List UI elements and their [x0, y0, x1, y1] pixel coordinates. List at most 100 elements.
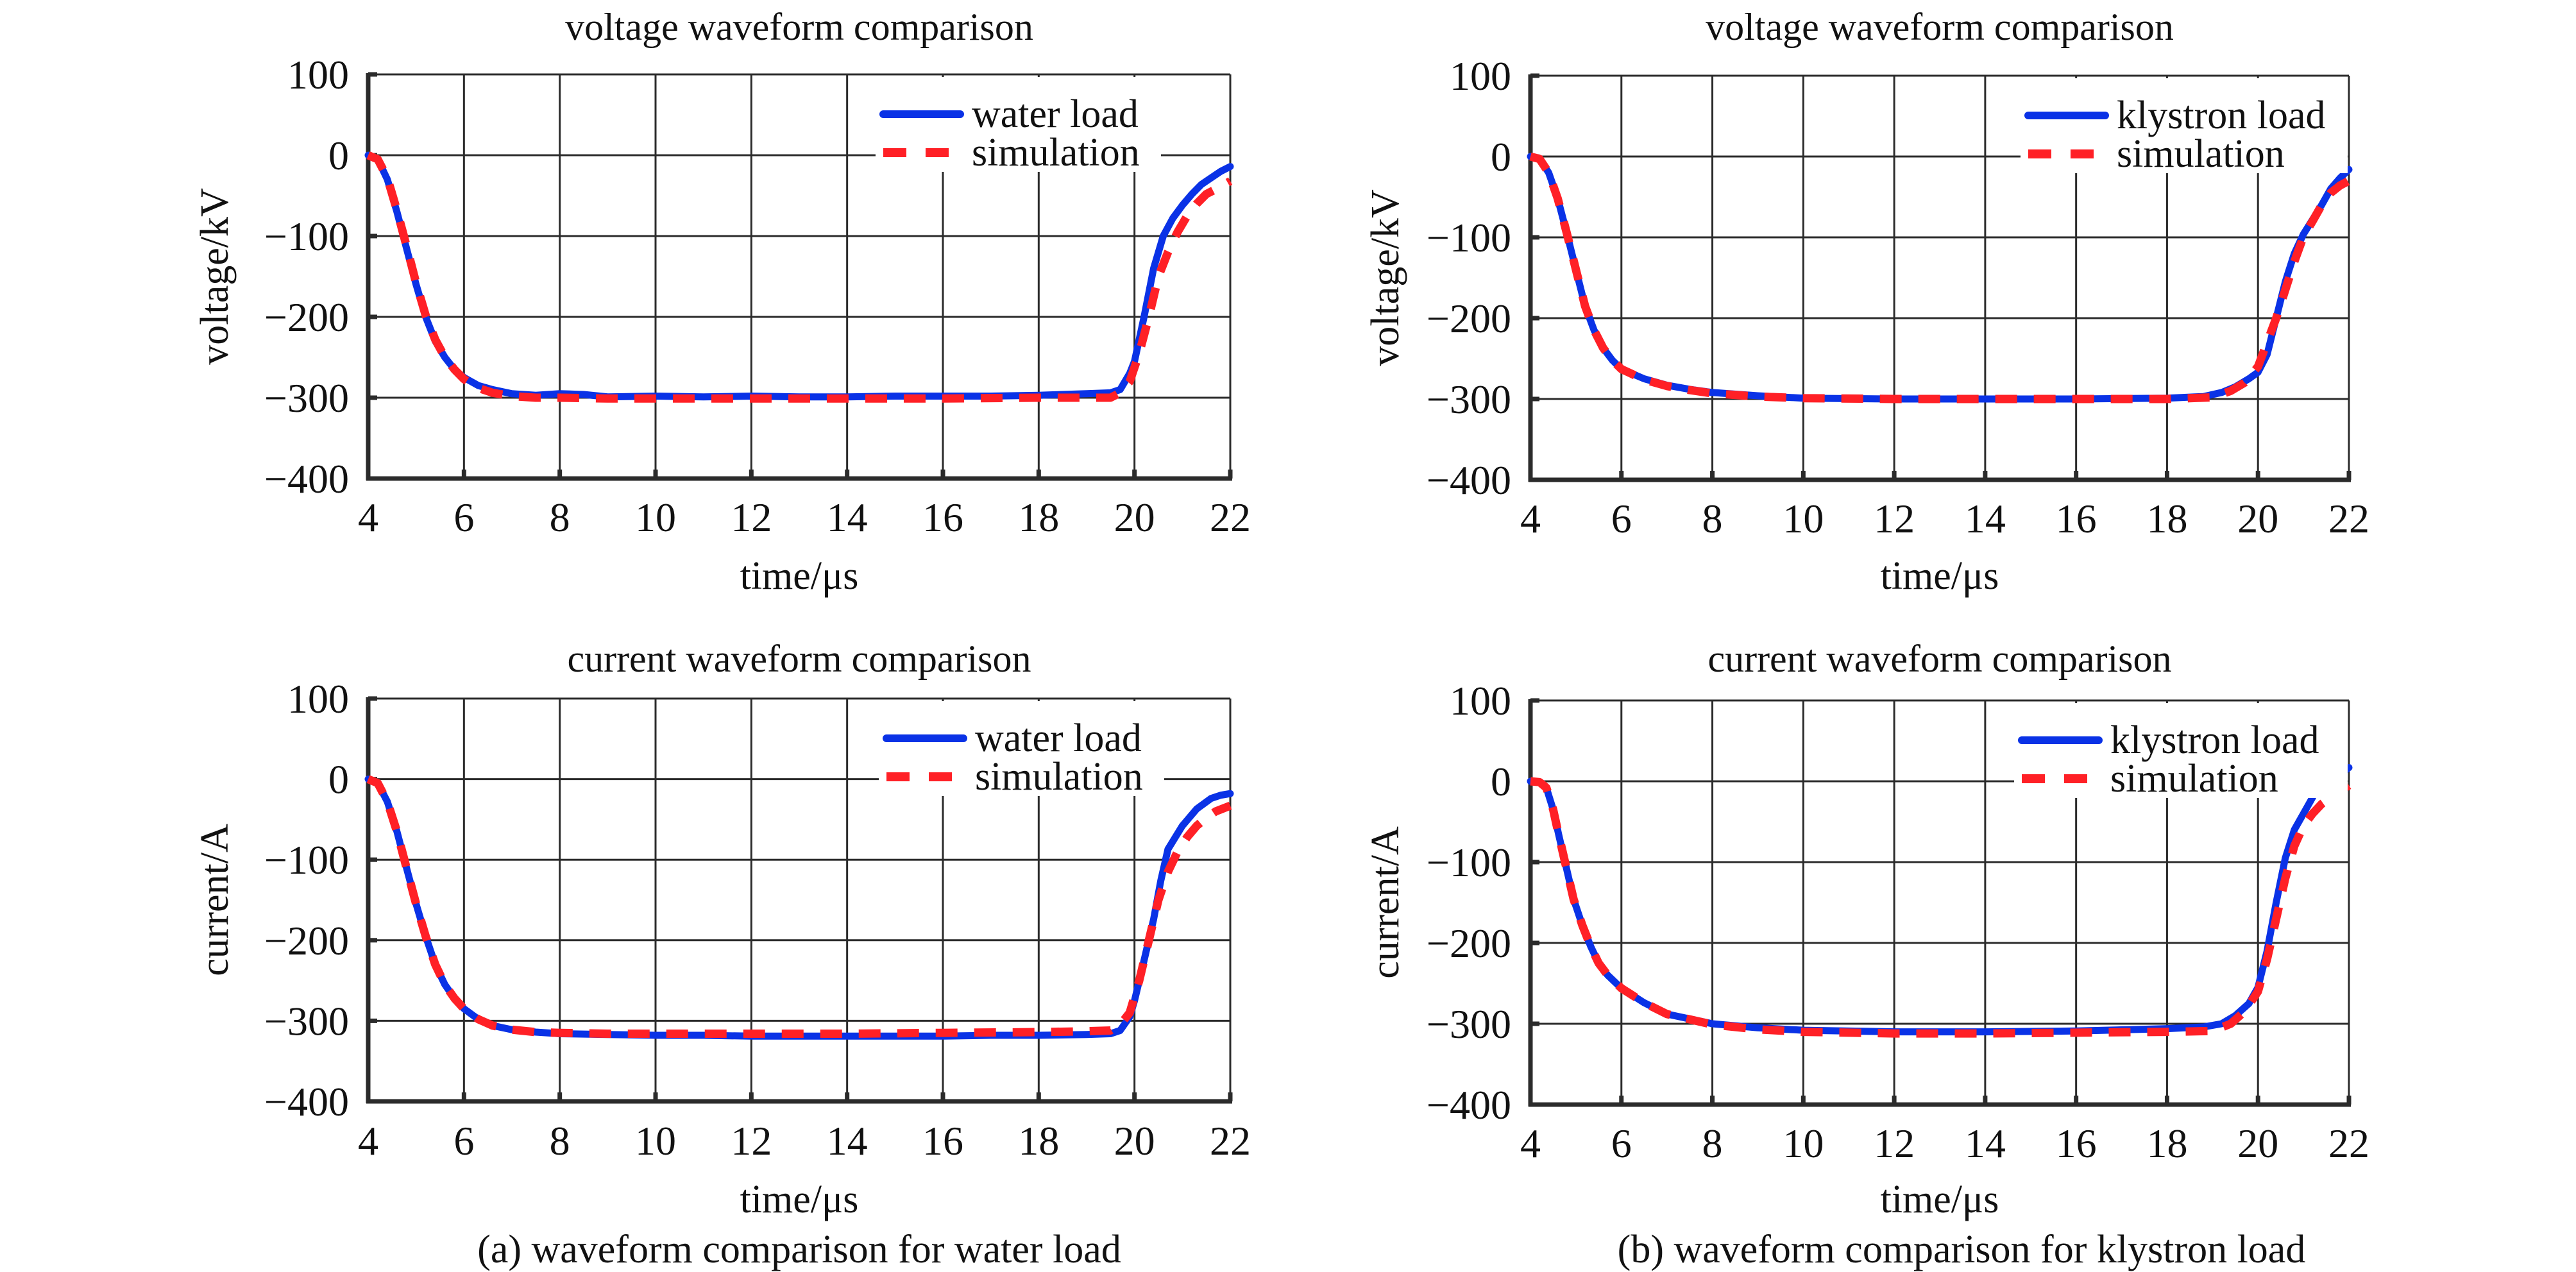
y-tick-label: −300: [264, 998, 349, 1044]
x-tick-label: 22: [2328, 1121, 2369, 1166]
x-tick-label: 12: [731, 1118, 772, 1164]
x-tick-label: 10: [635, 1118, 676, 1164]
x-tick-label: 18: [2146, 1121, 2187, 1166]
x-tick-label: 4: [1520, 496, 1541, 541]
series-line-simulation: [1529, 152, 2351, 403]
y-axis-label: voltage/kV: [1364, 189, 1407, 366]
series-line-measured: [364, 151, 1234, 401]
x-tick-label: 20: [2237, 1121, 2278, 1166]
x-tick-label: 6: [1611, 496, 1632, 541]
y-tick-label: 0: [328, 133, 349, 178]
y-tick-label: −300: [1427, 1001, 1511, 1047]
x-tick-label: 14: [1965, 496, 2006, 541]
x-tick-label: 20: [2237, 496, 2278, 541]
legend-label: klystron load: [2110, 718, 2319, 762]
x-tick-label: 4: [1520, 1121, 1541, 1166]
chart-title: current waveform comparison: [1707, 638, 2171, 680]
x-tick-label: 18: [2146, 496, 2187, 541]
chart-title: voltage waveform comparison: [565, 6, 1033, 48]
x-tick-label: 18: [1018, 495, 1059, 540]
x-tick-label: 6: [453, 1118, 474, 1164]
chart-current-klystron: current waveform comparison 4 6 8 10 12 14 16 18…: [1364, 638, 2369, 1221]
y-tick-label: 0: [328, 757, 349, 802]
y-tick-label: −100: [264, 837, 349, 883]
x-tick-label: 14: [827, 495, 868, 540]
chart-voltage-water: voltage waveform comparison 4 6 8 10 12 14 16 18…: [193, 6, 1251, 598]
x-tick-label: 22: [1210, 1118, 1251, 1164]
x-tick-label: 12: [731, 495, 772, 540]
y-tick-label: 100: [287, 676, 349, 722]
x-tick-label: 4: [358, 495, 378, 540]
y-tick-label: 0: [1491, 759, 1511, 804]
x-tick-label: 8: [550, 1118, 570, 1164]
x-tick-label: 14: [1965, 1121, 2006, 1166]
x-tick-label: 16: [922, 495, 963, 540]
x-tick-label: 8: [1702, 496, 1723, 541]
x-tick-label: 10: [635, 495, 676, 540]
legend-label: simulation: [975, 755, 1143, 799]
legend-label: simulation: [2117, 132, 2285, 176]
legend-label: water load: [975, 717, 1142, 760]
y-tick-label: −200: [1427, 296, 1511, 341]
x-tick-label: 20: [1114, 1118, 1155, 1164]
y-tick-label: −300: [1427, 377, 1511, 422]
x-tick-label: 12: [1874, 1121, 1915, 1166]
y-tick-label: −200: [1427, 920, 1511, 966]
y-tick-label: −100: [1427, 215, 1511, 260]
series-line-simulation: [366, 151, 1233, 403]
y-tick-label: −400: [1427, 457, 1511, 503]
y-tick-label: 100: [287, 52, 349, 98]
chart-title: voltage waveform comparison: [1706, 6, 2174, 48]
x-axis-label: time/μs: [1881, 554, 1999, 598]
series-line-measured: [1527, 153, 2353, 403]
y-tick-label: −200: [264, 294, 349, 340]
series-line-simulation: [366, 775, 1232, 1038]
x-tick-label: 22: [1210, 495, 1251, 540]
x-tick-label: 12: [1874, 496, 1915, 541]
legend-label: simulation: [972, 131, 1140, 174]
caption-a: (a) waveform comparison for water load: [477, 1228, 1121, 1271]
y-axis-label: current/A: [1364, 826, 1407, 979]
x-tick-label: 6: [1611, 1121, 1632, 1166]
chart-title: current waveform comparison: [567, 638, 1031, 680]
x-tick-label: 16: [2056, 496, 2097, 541]
x-tick-label: 16: [922, 1118, 963, 1164]
legend-background: [876, 77, 1161, 172]
x-tick-label: 22: [2328, 496, 2369, 541]
x-tick-label: 18: [1018, 1118, 1059, 1164]
series-line-measured: [364, 776, 1234, 1040]
x-tick-label: 4: [358, 1118, 378, 1164]
y-tick-label: −300: [264, 375, 349, 421]
chart-current-water: current waveform comparison 4 6 8 10 12 14 16 18…: [193, 638, 1251, 1221]
x-tick-label: 8: [550, 495, 570, 540]
caption-b: (b) waveform comparison for klystron loa…: [1618, 1228, 2306, 1271]
legend-background: [879, 701, 1164, 796]
y-tick-label: 100: [1450, 53, 1511, 99]
y-tick-label: −200: [264, 918, 349, 963]
series-line-simulation: [1530, 777, 2351, 1038]
y-tick-label: −400: [1427, 1082, 1511, 1128]
series-line-measured: [1527, 764, 2353, 1036]
y-axis-label: current/A: [193, 824, 237, 976]
x-axis-label: time/μs: [740, 1178, 859, 1221]
x-tick-label: 16: [2056, 1121, 2097, 1166]
x-tick-label: 6: [453, 495, 474, 540]
x-tick-label: 14: [827, 1118, 868, 1164]
y-axis-label: voltage/kV: [193, 188, 237, 365]
chart-voltage-klystron: voltage waveform comparison 4 6 8 10 12 14 16 18…: [1364, 6, 2369, 598]
x-tick-label: 10: [1783, 496, 1824, 541]
y-tick-label: −400: [264, 1079, 349, 1124]
legend-label: klystron load: [2117, 94, 2325, 137]
y-tick-label: 100: [1450, 678, 1511, 724]
legend-label: water load: [972, 92, 1139, 136]
y-tick-label: −400: [264, 456, 349, 502]
x-tick-label: 10: [1783, 1121, 1824, 1166]
x-tick-label: 20: [1114, 495, 1155, 540]
y-tick-label: −100: [264, 214, 349, 259]
x-axis-label: time/μs: [740, 554, 859, 598]
